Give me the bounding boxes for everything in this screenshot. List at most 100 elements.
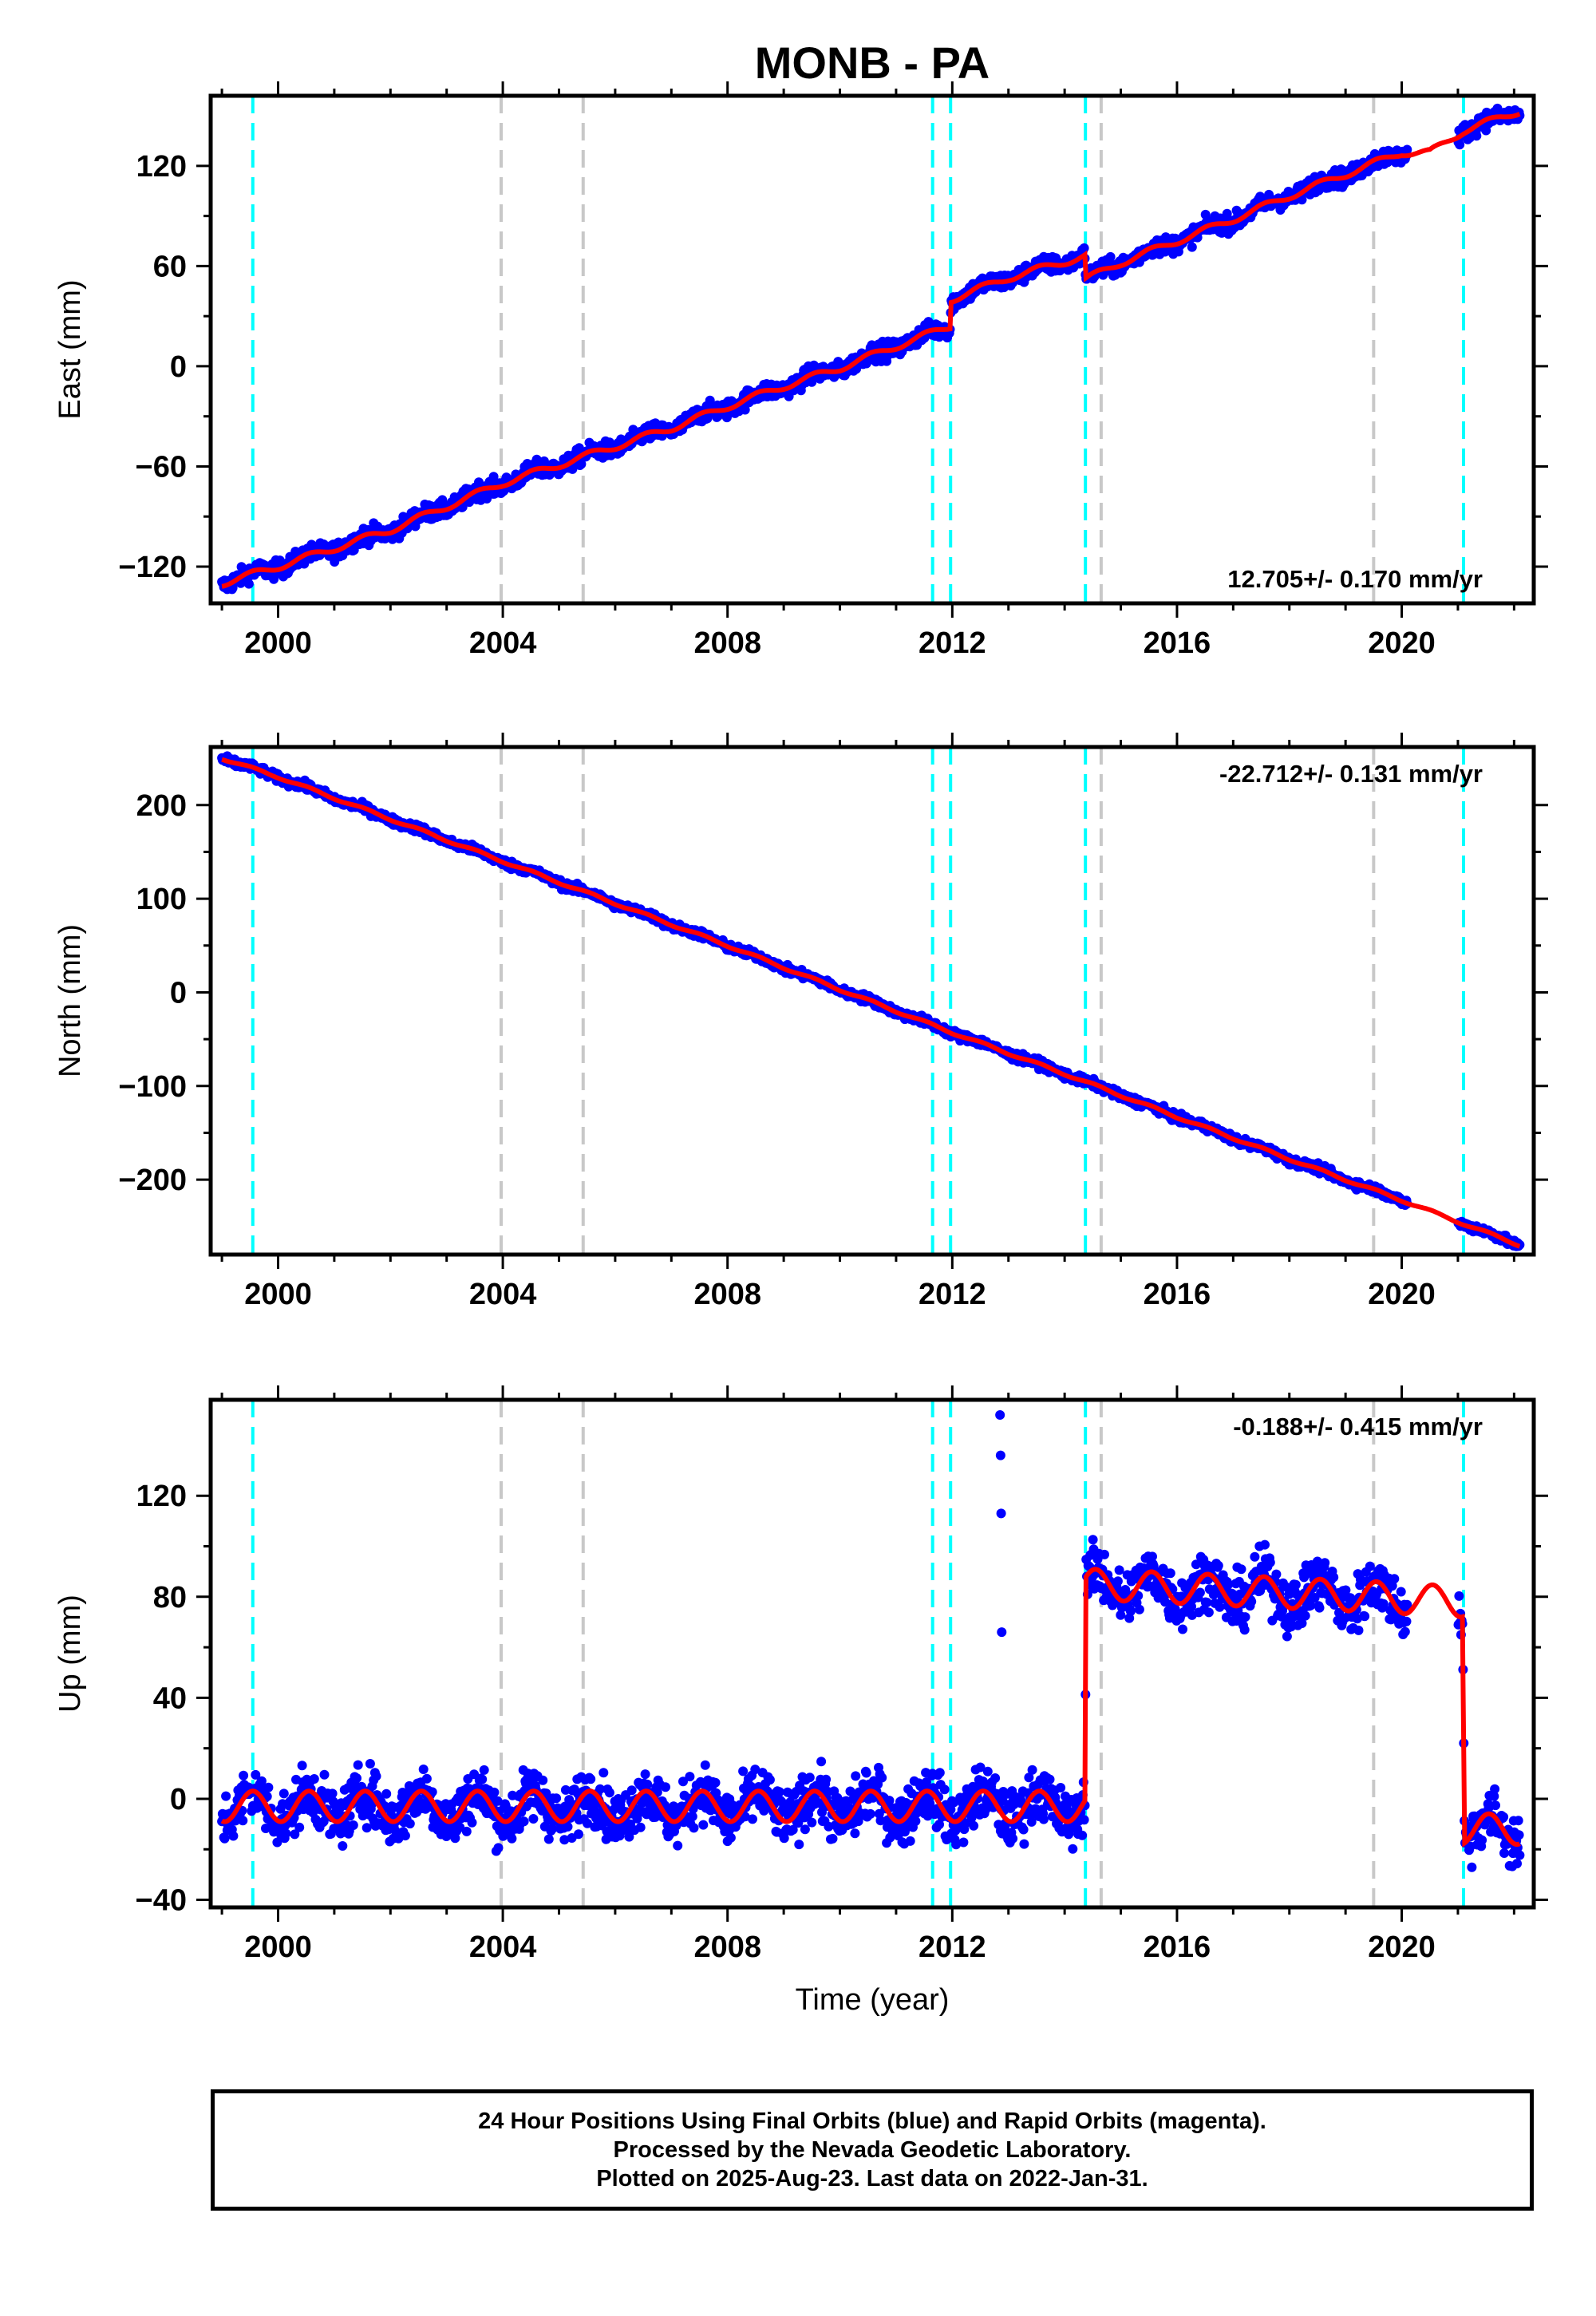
data-point: [281, 1828, 291, 1839]
data-point: [421, 1773, 432, 1784]
data-point: [319, 1769, 330, 1780]
panels-layer: 2000 2004 2008 2012 2016 2020−120−60060120Eas…: [53, 81, 1548, 1964]
data-point: [642, 1779, 653, 1789]
x-tick-label: 2008: [693, 626, 761, 660]
data-point: [528, 1814, 539, 1824]
data-point: [865, 1808, 875, 1819]
x-tick-label: 2004: [469, 1278, 537, 1311]
data-point: [779, 1833, 789, 1844]
data-point: [507, 1833, 517, 1844]
y-tick-label: 0: [170, 976, 187, 1010]
x-tick-label: 2020: [1368, 1278, 1436, 1311]
data-point: [1455, 140, 1465, 150]
y-tick-label: 0: [170, 350, 187, 384]
y-tick-label: 100: [136, 883, 187, 916]
data-point: [538, 1775, 548, 1785]
data-point: [698, 1820, 709, 1830]
x-tick-label: 2020: [1368, 626, 1436, 660]
data-point: [461, 1826, 472, 1836]
data-point: [381, 1788, 392, 1799]
data-point: [804, 1773, 815, 1783]
data-point: [1105, 251, 1116, 262]
data-point: [531, 454, 542, 464]
panel-north: 2000 2004 2008 2012 2016 2020−200−1000100200N…: [53, 733, 1548, 1311]
data-point: [238, 1816, 248, 1826]
x-tick-label: 2016: [1144, 626, 1211, 660]
rate-text: -22.712+/- 0.131 mm/yr: [1219, 760, 1483, 788]
data-point: [467, 1817, 477, 1828]
data-point: [338, 1841, 348, 1851]
data-point: [309, 1774, 319, 1784]
data-point: [934, 1768, 945, 1778]
data-point: [574, 1829, 583, 1840]
data-point: [710, 1777, 721, 1788]
data-point: [353, 1760, 363, 1770]
data-point: [243, 579, 254, 589]
data-point: [400, 1831, 410, 1841]
data-point: [576, 459, 587, 469]
data-point: [348, 1820, 358, 1830]
data-points-up: [217, 1409, 1525, 1872]
data-point: [221, 1791, 231, 1801]
x-tick-label: 2012: [918, 1278, 986, 1311]
y-tick-label: −100: [118, 1070, 187, 1104]
data-point: [705, 395, 715, 405]
data-point: [635, 1822, 646, 1832]
data-point: [479, 1765, 489, 1775]
data-point: [519, 1816, 529, 1827]
data-point: [365, 1759, 375, 1769]
y-tick-label: 120: [136, 150, 187, 184]
data-point: [850, 1828, 860, 1839]
data-point: [543, 1834, 554, 1844]
data-point: [640, 1769, 650, 1780]
data-point: [939, 1784, 950, 1795]
data-point: [294, 1822, 305, 1832]
data-point: [816, 1757, 827, 1767]
x-tick-label: 2008: [693, 1278, 761, 1311]
x-tick-label: 2000: [244, 1278, 312, 1311]
data-point: [673, 1840, 683, 1851]
data-point: [700, 1760, 710, 1770]
panel-east: 2000 2004 2008 2012 2016 2020−120−60060120Eas…: [53, 81, 1548, 660]
data-point: [297, 1761, 307, 1771]
data-point: [877, 1773, 887, 1783]
data-point: [551, 1793, 562, 1804]
data-point: [661, 1782, 670, 1792]
x-tick-label: 2016: [1144, 1278, 1211, 1311]
data-point: [905, 1836, 915, 1846]
x-tick-label: 2000: [244, 626, 312, 660]
data-point: [263, 1782, 274, 1792]
y-tick-label: 60: [153, 250, 187, 283]
data-point: [800, 1824, 810, 1835]
data-point: [748, 1814, 757, 1824]
data-point: [586, 1774, 596, 1784]
data-point: [1472, 131, 1482, 141]
data-point: [861, 1768, 871, 1778]
y-tick-label: −200: [118, 1164, 187, 1197]
data-point: [405, 1819, 415, 1829]
data-point: [1079, 243, 1089, 253]
x-tick-label: 2012: [918, 626, 986, 660]
data-point: [1222, 208, 1232, 219]
data-point: [764, 1775, 775, 1785]
rate-text: 12.705+/- 0.170 mm/yr: [1227, 565, 1483, 593]
data-point: [493, 1843, 504, 1853]
data-point: [228, 1831, 239, 1841]
data-point: [794, 1840, 804, 1850]
data-point: [352, 1773, 361, 1784]
data-point: [604, 1788, 614, 1798]
y-tick-label: −120: [118, 551, 187, 584]
data-point: [418, 1765, 429, 1774]
data-point: [685, 1772, 695, 1782]
data-point: [851, 1771, 861, 1781]
panel-frame: [208, 93, 1536, 606]
data-point: [239, 1770, 249, 1780]
data-point: [598, 1768, 609, 1778]
data-point: [807, 1817, 817, 1828]
data-point: [279, 1788, 289, 1799]
chart-title: MONB - PA: [755, 38, 990, 88]
data-point: [219, 1833, 230, 1844]
y-axis-label: East (mm): [53, 279, 87, 419]
